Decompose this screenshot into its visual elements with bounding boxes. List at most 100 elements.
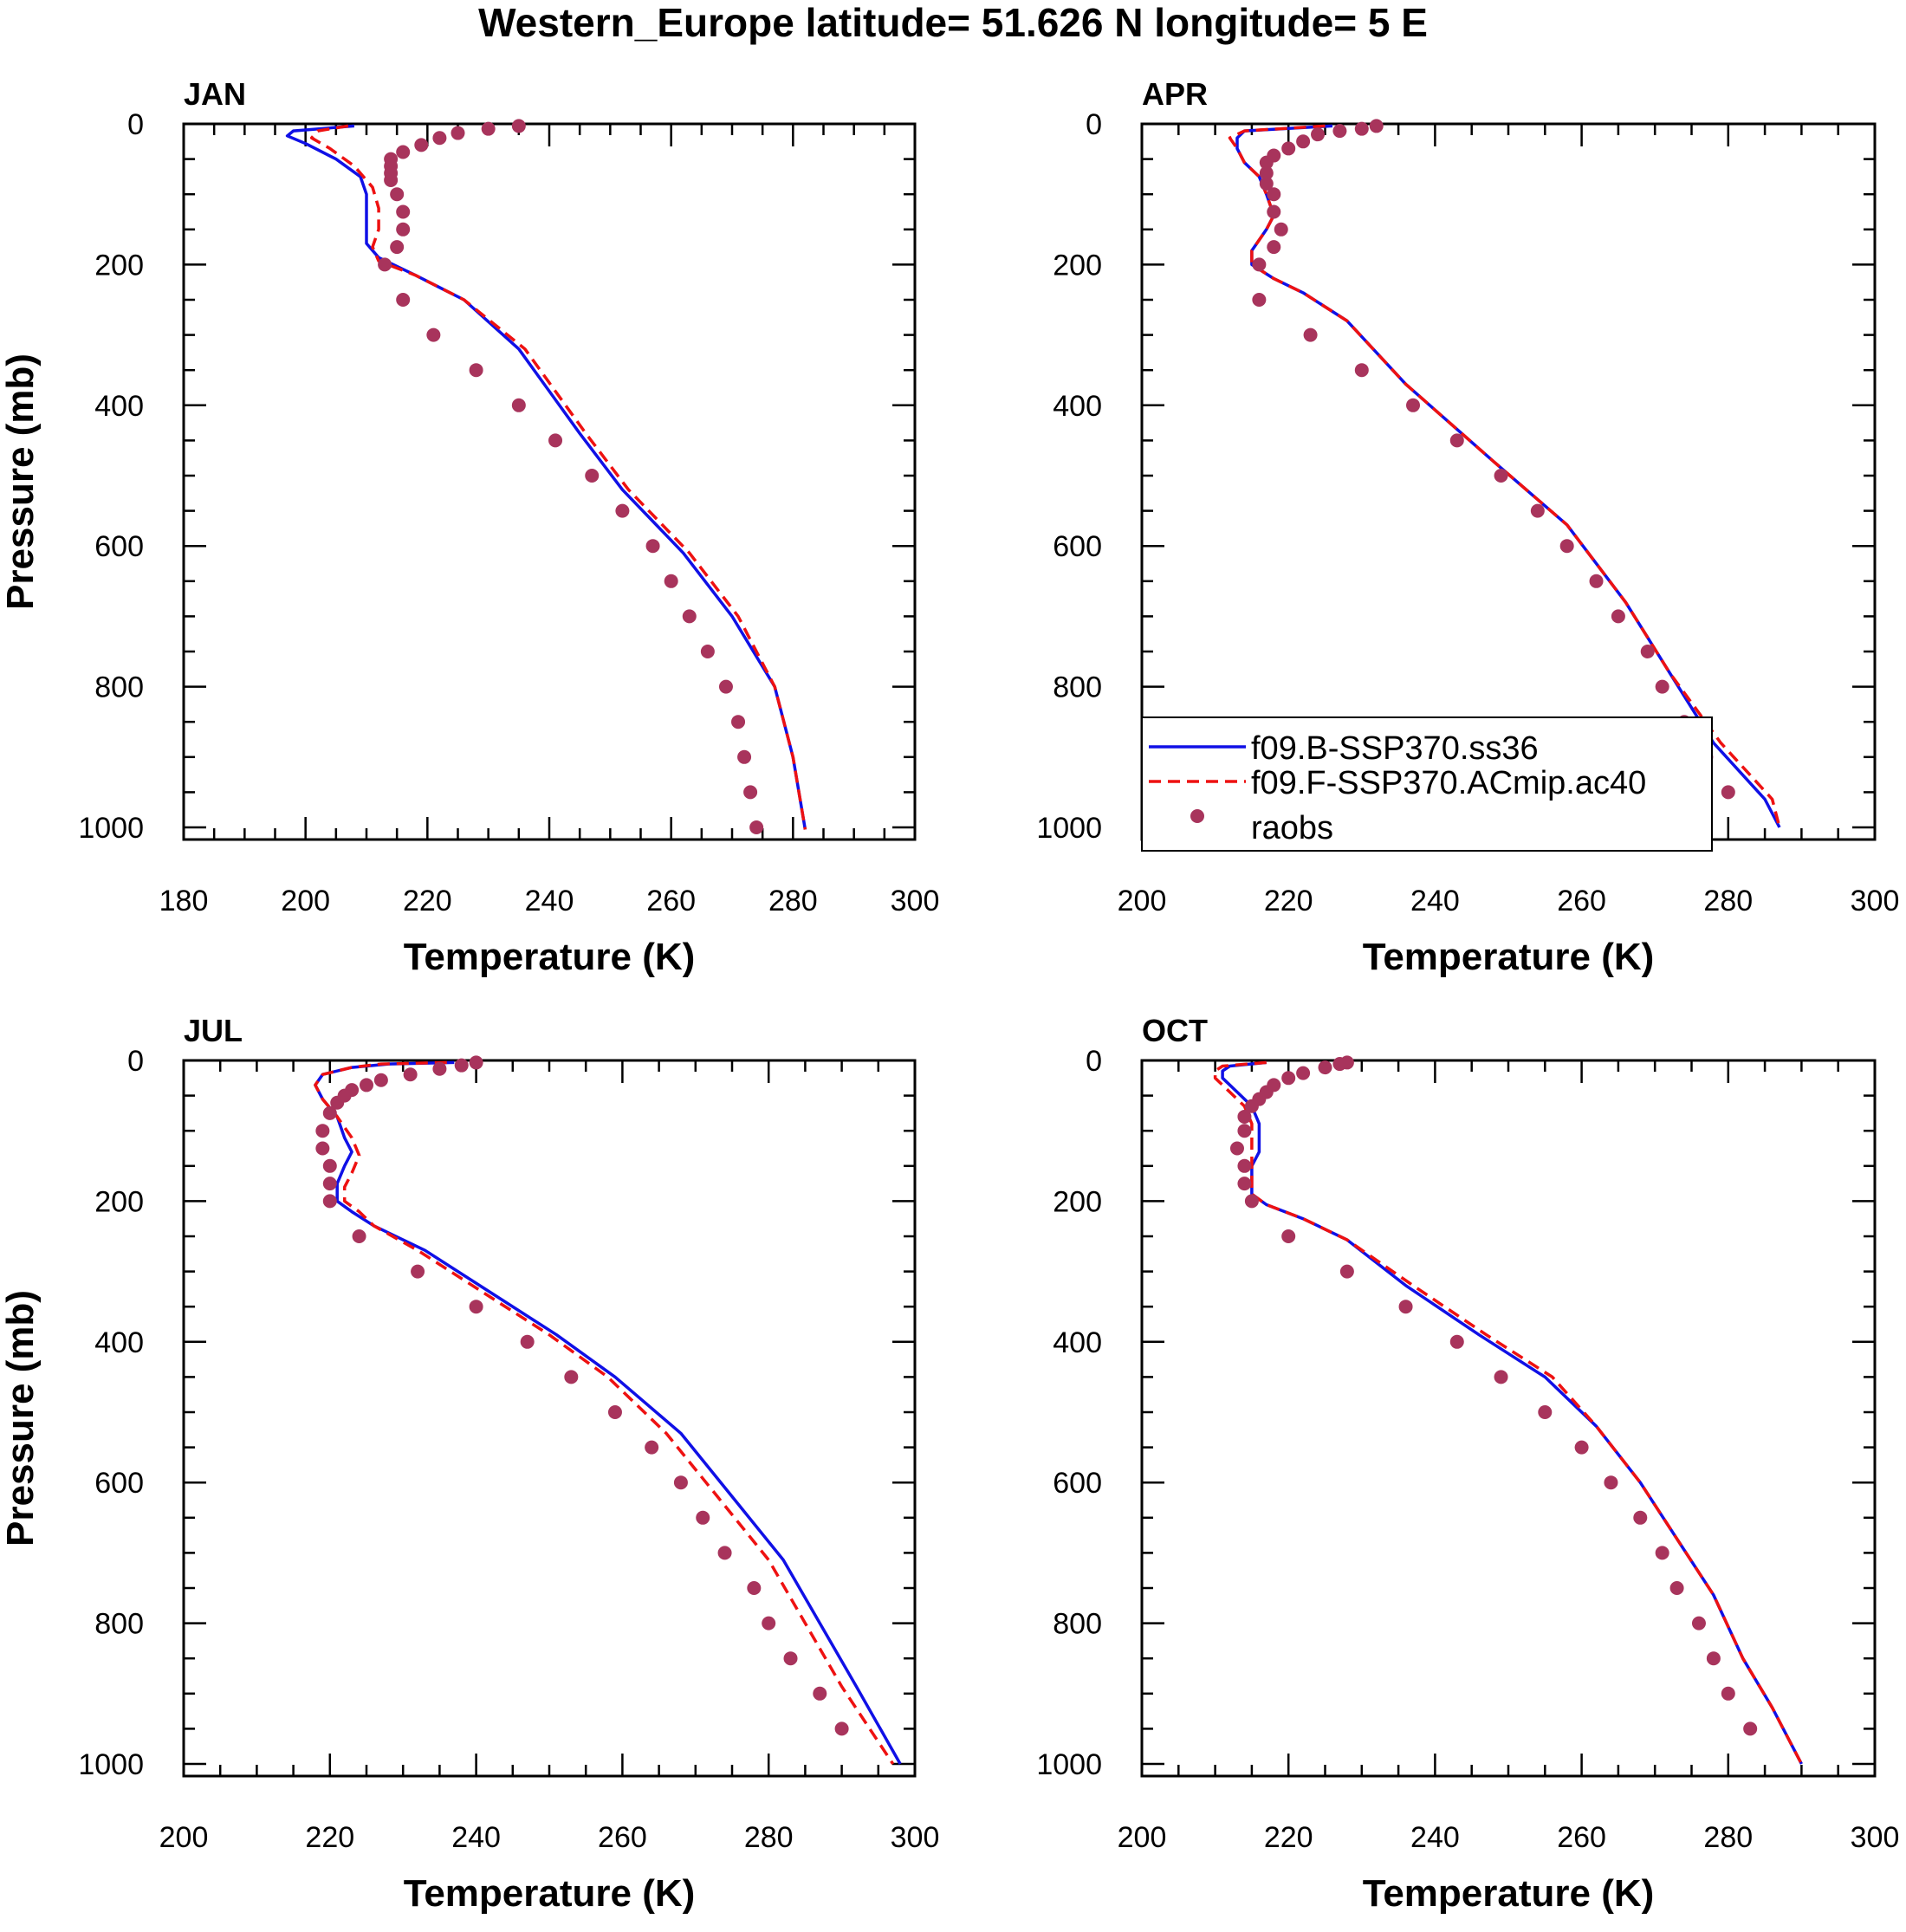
raobs-point — [615, 503, 630, 518]
series-raobs — [378, 119, 764, 834]
x-tick-label: 280 — [744, 1821, 794, 1854]
x-tick-label: 220 — [1264, 885, 1313, 917]
raobs-point — [384, 172, 399, 187]
raobs-point — [1259, 165, 1274, 180]
raobs-point — [1559, 539, 1574, 554]
y-tick-label: 800 — [94, 671, 144, 704]
raobs-point — [1339, 1264, 1354, 1279]
y-tick-label: 0 — [127, 108, 144, 141]
raobs-point — [1274, 222, 1288, 237]
y-tick-label: 800 — [94, 1608, 144, 1641]
raobs-point — [511, 119, 526, 133]
y-tick-label: 1000 — [78, 1748, 144, 1781]
raobs-point — [1398, 1300, 1413, 1314]
y-tick-label: 0 — [1086, 108, 1102, 141]
panel-oct: 200 220 240 260 280 300 0 200 400 600 800 1000 OCT Te… — [1036, 1013, 1899, 1915]
x-tick-label: 280 — [1703, 885, 1753, 917]
raobs-point — [1259, 177, 1274, 191]
x-axis-label: Temperature (K) — [404, 1872, 696, 1915]
raobs-point — [454, 1058, 469, 1073]
panel-title: JUL — [184, 1013, 243, 1048]
raobs-point — [1604, 1475, 1618, 1490]
x-tick-label: 220 — [305, 1821, 354, 1854]
series-raobs — [1252, 119, 1735, 800]
raobs-point — [373, 1073, 388, 1087]
panel-jul: 200 220 240 260 280 300 0 200 400 600 800 1000 JUL Te… — [0, 1013, 939, 1915]
raobs-point — [396, 293, 411, 307]
raobs-point — [1530, 503, 1545, 518]
chart-legend: f09.B-SSP370.ss36f09.F-SSP370.ACmip.ac40… — [1141, 716, 1713, 852]
raobs-point — [1318, 1060, 1332, 1075]
panel-title: JAN — [184, 76, 246, 112]
raobs-point — [1538, 1405, 1553, 1419]
raobs-point — [1252, 257, 1267, 272]
x-tick-label: 240 — [1410, 1821, 1460, 1854]
panel-apr: 200 220 240 260 280 300 0 200 400 600 800 1000 APR Te… — [1036, 76, 1899, 978]
x-tick-label: 240 — [525, 885, 574, 917]
legend-entry: f09.B-SSP370.ss36 — [1251, 730, 1539, 767]
raobs-point — [403, 1067, 418, 1082]
raobs-point — [1449, 433, 1464, 448]
raobs-point — [1281, 141, 1296, 156]
x-axis-label: Temperature (K) — [404, 936, 696, 978]
raobs-point — [1721, 1686, 1735, 1701]
x-tick-label: 280 — [1703, 1821, 1753, 1854]
x-axis-label: Temperature (K) — [1363, 1872, 1655, 1915]
x-tick-label: 200 — [281, 885, 330, 917]
raobs-point — [1354, 363, 1369, 378]
raobs-point — [315, 1141, 330, 1156]
x-tick-label: 260 — [598, 1821, 647, 1854]
raobs-point — [432, 131, 447, 146]
raobs-point — [1252, 293, 1267, 307]
raobs-point — [1633, 1510, 1648, 1525]
raobs-point — [1655, 1546, 1669, 1560]
raobs-point — [645, 1440, 659, 1455]
x-tick-label: 260 — [1557, 1821, 1606, 1854]
raobs-point — [1369, 119, 1384, 133]
y-tick-label: 0 — [1086, 1045, 1102, 1078]
raobs-point — [1574, 1440, 1589, 1455]
raobs-point — [520, 1334, 535, 1349]
raobs-point — [1296, 1066, 1311, 1080]
raobs-point — [747, 1581, 762, 1595]
legend-entry: f09.F-SSP370.ACmip.ac40 — [1251, 765, 1646, 801]
x-tick-label: 220 — [1264, 1821, 1313, 1854]
y-tick-label: 600 — [94, 1467, 144, 1500]
raobs-point — [1332, 124, 1347, 139]
raobs-point — [645, 539, 660, 554]
raobs-point — [1267, 240, 1281, 255]
raobs-point — [564, 1370, 579, 1384]
x-tick-label: 200 — [159, 1821, 209, 1854]
raobs-point — [1640, 645, 1655, 658]
raobs-point — [1611, 609, 1625, 624]
raobs-point — [783, 1651, 798, 1666]
y-axis-label: Pressure (mb) — [0, 1290, 42, 1546]
series-line-f09-f — [1228, 124, 1781, 828]
raobs-point — [1303, 327, 1318, 342]
plot-frame — [182, 122, 917, 841]
raobs-point — [1669, 1581, 1684, 1595]
raobs-point — [469, 363, 483, 378]
raobs-point — [1237, 1177, 1252, 1191]
y-tick-label: 1000 — [1036, 1748, 1102, 1781]
raobs-point — [469, 1055, 483, 1070]
raobs-point — [414, 138, 429, 152]
raobs-point — [718, 679, 733, 694]
raobs-point — [607, 1405, 622, 1419]
raobs-point — [1296, 134, 1311, 149]
panel-title: APR — [1142, 76, 1208, 112]
raobs-point — [1354, 121, 1369, 136]
x-tick-label: 240 — [1410, 885, 1460, 917]
y-tick-label: 600 — [1053, 1467, 1102, 1500]
raobs-point — [664, 574, 678, 588]
x-tick-label: 200 — [1118, 1821, 1167, 1854]
x-tick-label: 300 — [891, 885, 940, 917]
raobs-point — [717, 1546, 732, 1560]
raobs-point — [1721, 785, 1735, 800]
x-tick-label: 240 — [451, 1821, 501, 1854]
raobs-point — [834, 1721, 849, 1736]
y-tick-label: 800 — [1053, 671, 1102, 704]
raobs-point — [1281, 1071, 1296, 1086]
raobs-point — [813, 1686, 827, 1701]
